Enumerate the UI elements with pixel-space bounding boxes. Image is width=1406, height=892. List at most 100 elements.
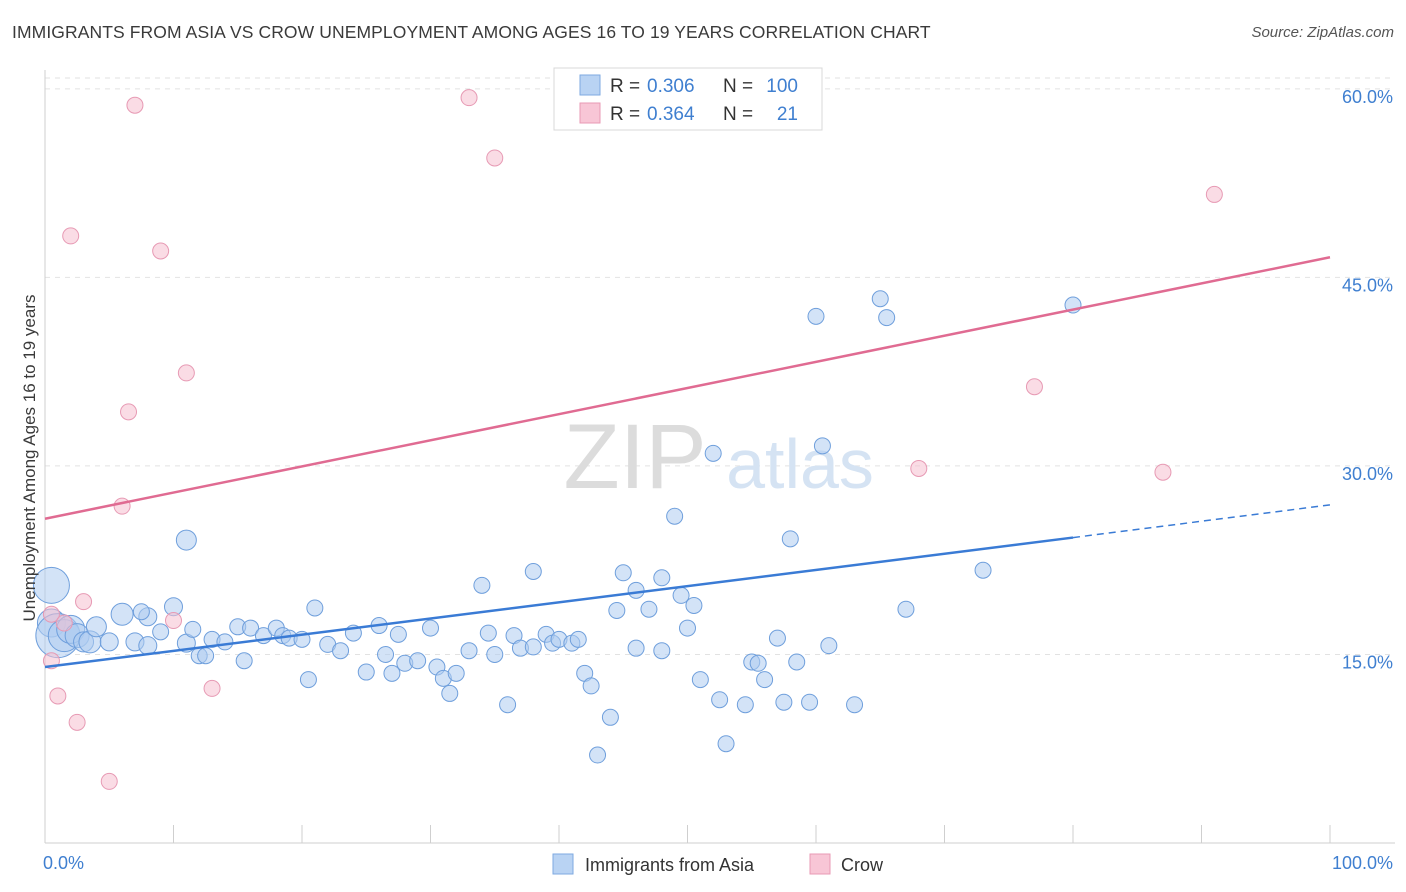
watermark: ZIP atlas bbox=[563, 406, 874, 508]
data-point-asia bbox=[691, 671, 709, 689]
data-point-asia bbox=[653, 569, 671, 587]
y-tick-label: 30.0% bbox=[1342, 464, 1393, 484]
legend-n-label-crow: N = bbox=[723, 104, 753, 125]
data-point-asia bbox=[306, 599, 324, 617]
y-tick-label: 45.0% bbox=[1342, 275, 1393, 295]
legend-r-value-asia: 0.306 bbox=[647, 76, 695, 97]
data-point-asia bbox=[332, 642, 350, 660]
data-point-asia bbox=[820, 637, 838, 655]
bottom-legend-label-asia: Immigrants from Asia bbox=[585, 855, 755, 875]
legend-swatch-crow bbox=[579, 102, 601, 124]
data-point-asia bbox=[608, 601, 626, 619]
trend-lines bbox=[44, 256, 1331, 669]
data-point-asia bbox=[197, 647, 215, 665]
data-point-crow bbox=[49, 687, 67, 705]
data-point-asia bbox=[422, 619, 439, 637]
data-point-asia bbox=[749, 654, 767, 672]
data-point-asia bbox=[242, 619, 260, 637]
data-point-asia bbox=[441, 684, 459, 702]
data-point-asia bbox=[813, 437, 831, 455]
data-point-crow bbox=[120, 403, 138, 421]
data-point-crow bbox=[460, 89, 478, 107]
data-point-asia bbox=[601, 708, 619, 726]
legend-n-label-asia: N = bbox=[723, 76, 753, 97]
data-point-crow bbox=[62, 227, 80, 245]
bottom-legend-swatch-asia bbox=[552, 853, 574, 875]
legend-correlation: R = 0.306 N = 100 R = 0.364 N = 21 bbox=[553, 67, 823, 131]
data-point-crow bbox=[126, 96, 144, 114]
data-point-asia bbox=[175, 529, 197, 551]
legend-r-label-asia: R = bbox=[610, 76, 640, 97]
data-point-asia bbox=[974, 561, 992, 579]
series-immigrants-from-asia bbox=[32, 290, 1082, 764]
data-point-crow bbox=[177, 364, 195, 382]
data-point-crow bbox=[100, 772, 118, 790]
data-point-crow bbox=[1154, 463, 1172, 481]
data-point-asia bbox=[383, 664, 401, 682]
data-point-asia bbox=[871, 290, 889, 308]
data-point-asia bbox=[736, 696, 754, 714]
data-point-asia bbox=[110, 602, 134, 626]
data-point-asia bbox=[897, 600, 915, 618]
bottom-legend-swatch-crow bbox=[809, 853, 831, 875]
data-point-asia bbox=[299, 671, 317, 689]
data-point-asia bbox=[479, 624, 497, 642]
data-point-asia bbox=[627, 581, 645, 599]
data-point-asia bbox=[627, 639, 645, 657]
legend-n-value-crow: 21 bbox=[777, 104, 798, 125]
trend-line-crow bbox=[44, 256, 1331, 520]
data-point-asia bbox=[788, 653, 806, 671]
data-point-asia bbox=[132, 603, 150, 621]
data-point-asia bbox=[756, 671, 774, 689]
data-point-asia bbox=[216, 633, 234, 651]
x-tick-label: 0.0% bbox=[43, 853, 84, 873]
y-axis-label: Unemployment Among Ages 16 to 19 years bbox=[20, 295, 39, 622]
data-point-asia bbox=[717, 735, 735, 753]
y-tick-label: 60.0% bbox=[1342, 87, 1393, 107]
y-tick-label: 15.0% bbox=[1342, 652, 1393, 672]
data-point-crow bbox=[1205, 185, 1223, 203]
data-point-asia bbox=[807, 307, 825, 325]
data-point-asia bbox=[460, 642, 478, 660]
data-point-asia bbox=[524, 563, 542, 581]
legend-n-value-asia: 100 bbox=[766, 76, 798, 97]
watermark-atlas: atlas bbox=[726, 425, 874, 503]
data-point-asia bbox=[614, 564, 632, 582]
data-point-asia bbox=[679, 619, 696, 637]
data-point-asia bbox=[711, 691, 729, 709]
data-point-asia bbox=[524, 638, 542, 656]
data-point-crow bbox=[75, 593, 93, 611]
data-point-asia bbox=[846, 696, 864, 714]
data-point-asia bbox=[672, 586, 690, 604]
data-point-asia bbox=[473, 576, 491, 594]
trend-line-asia-extension bbox=[1072, 504, 1331, 539]
axes bbox=[44, 70, 1395, 844]
data-point-asia bbox=[184, 620, 202, 638]
data-point-asia bbox=[878, 309, 896, 327]
data-point-asia bbox=[666, 507, 684, 525]
data-point-asia bbox=[409, 652, 427, 670]
tick-labels: 15.0% 30.0% 45.0% 60.0% 0.0% 100.0% bbox=[43, 87, 1393, 873]
data-point-asia bbox=[781, 530, 799, 548]
data-point-crow bbox=[55, 614, 73, 632]
chart-title: IMMIGRANTS FROM ASIA VS CROW UNEMPLOYMEN… bbox=[12, 22, 931, 42]
data-point-asia bbox=[653, 642, 671, 660]
legend-r-value-crow: 0.364 bbox=[647, 104, 695, 125]
bottom-legend-label-crow: Crow bbox=[841, 855, 884, 875]
data-point-asia bbox=[801, 693, 819, 711]
data-point-crow bbox=[203, 679, 221, 697]
data-point-asia bbox=[235, 652, 253, 670]
data-point-asia bbox=[32, 566, 70, 604]
data-point-asia bbox=[389, 625, 407, 643]
data-point-asia bbox=[99, 632, 119, 652]
data-point-asia bbox=[775, 693, 793, 711]
data-point-asia bbox=[768, 629, 786, 647]
data-point-asia bbox=[569, 630, 587, 648]
data-point-asia bbox=[377, 645, 395, 663]
data-point-asia bbox=[85, 616, 107, 638]
x-tick-label: 100.0% bbox=[1332, 853, 1393, 873]
data-point-crow bbox=[42, 605, 60, 623]
data-point-asia bbox=[704, 444, 722, 462]
data-point-asia bbox=[499, 696, 517, 714]
